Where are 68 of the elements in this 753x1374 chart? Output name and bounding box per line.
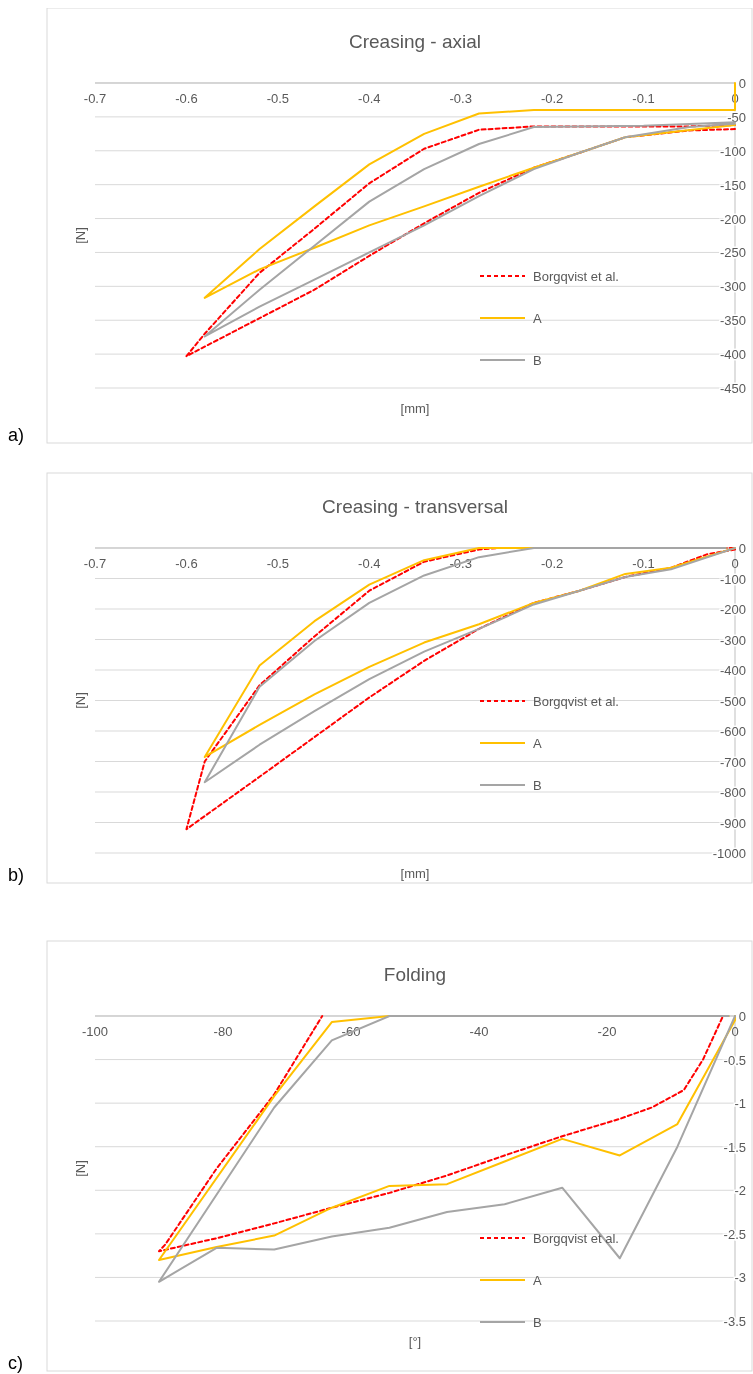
legend-label: Borgqvist et al. [533, 694, 619, 709]
legend-label: B [533, 353, 542, 368]
y-tick-label: 0 [738, 76, 746, 91]
y-tick-label: -3.5 [723, 1314, 746, 1329]
x-tick-label: -0.7 [83, 91, 107, 106]
y-tick-label: -1 [734, 1096, 746, 1112]
chart-title: Creasing - transversal [322, 496, 508, 517]
chart-title: Folding [383, 964, 447, 985]
x-tick-label: -0.5 [266, 556, 290, 571]
x-tick-label: -0.4 [358, 556, 381, 571]
legend-label: B [533, 778, 542, 793]
y-tick-label: -150 [719, 177, 746, 193]
legend-label: Borgqvist et al. [533, 269, 619, 284]
text: a) [8, 425, 25, 445]
x-tick-label: -0.2 [540, 91, 564, 106]
x-tick-label: -0.1 [632, 556, 655, 571]
x-tick-label: -0.3 [449, 556, 472, 571]
y-tick-label: -400 [719, 663, 746, 678]
y-tick-label: -400 [719, 347, 746, 363]
text: c) [8, 1353, 23, 1373]
x-tick-label: -80 [213, 1024, 233, 1039]
y-tick-label: -100 [719, 571, 746, 587]
y-tick-label: 0 [738, 1009, 746, 1024]
y-tick-label: -900 [719, 815, 746, 831]
x-tick-label: -0.7 [83, 556, 107, 571]
text: b) [8, 865, 25, 885]
y-tick-label: -2 [734, 1183, 746, 1199]
y-tick-label: -100 [719, 143, 746, 159]
y-tick-label: -1000 [712, 846, 746, 861]
legend-label: B [533, 1315, 542, 1330]
chart-title: Creasing - axial [349, 31, 481, 52]
legend-label: Borgqvist et al. [533, 1231, 619, 1246]
y-tick-label: -450 [719, 381, 746, 396]
y-axis-title: [N] [73, 227, 88, 244]
y-tick-label: -600 [719, 724, 746, 739]
x-axis-title: [°] [408, 1334, 422, 1349]
x-tick-label: -20 [597, 1024, 617, 1039]
legend-label: A [533, 311, 542, 326]
x-axis-title: [mm] [400, 866, 430, 881]
x-tick-label: -100 [81, 1024, 109, 1039]
legend-label: A [533, 1273, 542, 1288]
y-axis-title: [N] [73, 692, 88, 709]
y-tick-label: -3 [734, 1270, 746, 1286]
y-tick-label: -250 [719, 245, 746, 261]
y-tick-label: 0 [738, 541, 746, 556]
y-tick-label: -200 [719, 211, 746, 227]
y-tick-label: -350 [719, 313, 746, 329]
x-tick-label: -40 [469, 1024, 489, 1039]
y-tick-label: -200 [719, 602, 746, 617]
x-tick-label: -0.6 [175, 91, 198, 106]
x-tick-label: -0.2 [540, 556, 564, 571]
y-tick-label: -500 [719, 693, 746, 709]
x-tick-label: -0.4 [358, 91, 381, 106]
y-tick-label: -300 [719, 279, 746, 295]
x-tick-label: -0.6 [175, 556, 198, 571]
y-tick-label: -50 [727, 109, 746, 125]
y-tick-label: -2.5 [723, 1226, 746, 1242]
x-axis-title: [mm] [400, 401, 430, 416]
y-tick-label: -700 [719, 754, 746, 770]
x-tick-label: -0.3 [449, 91, 472, 106]
y-tick-label: -1.5 [723, 1139, 746, 1155]
y-tick-label: -300 [719, 632, 746, 648]
legend-label: A [533, 736, 542, 751]
y-axis-title: [N] [73, 1160, 88, 1177]
x-tick-label: -0.5 [266, 91, 290, 106]
y-tick-label: -0.5 [723, 1052, 746, 1068]
x-tick-label: -0.1 [632, 91, 655, 106]
y-tick-label: -800 [719, 785, 746, 800]
